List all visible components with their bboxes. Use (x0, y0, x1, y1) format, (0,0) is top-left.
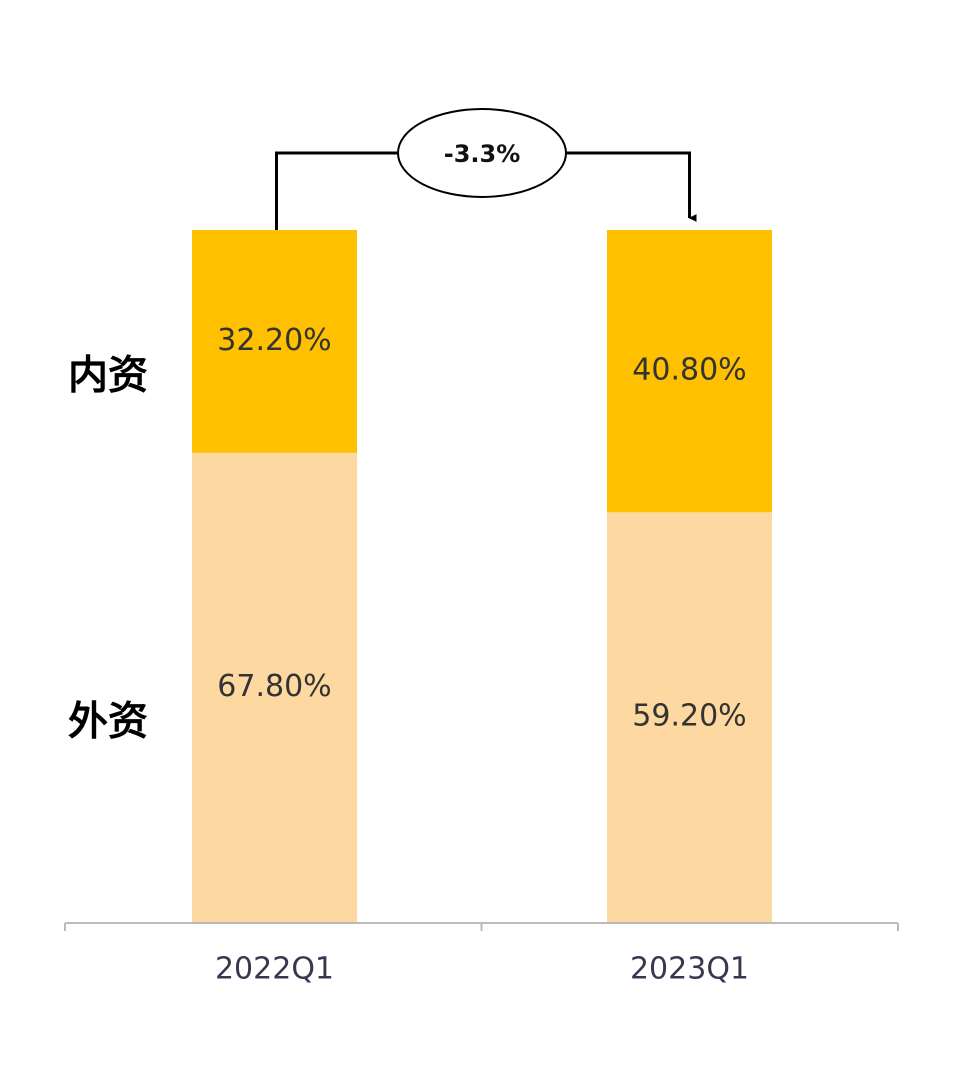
value-label: 59.20% (632, 699, 746, 734)
bar-segment (192, 230, 357, 453)
x-tick-label: 2022Q1 (215, 952, 334, 987)
value-label: 67.80% (217, 669, 331, 704)
legend-label: 内资 (68, 352, 148, 398)
bar-segment (607, 512, 772, 922)
annotation-bubble (397, 108, 567, 198)
bar-segment (607, 230, 772, 513)
bar-segment (192, 452, 357, 922)
value-label: 40.80% (632, 353, 746, 388)
legend-label: 外资 (68, 698, 148, 744)
value-label: 32.20% (217, 323, 331, 358)
annotation: -3.3% (444, 140, 521, 168)
x-tick-label: 2023Q1 (630, 952, 749, 987)
